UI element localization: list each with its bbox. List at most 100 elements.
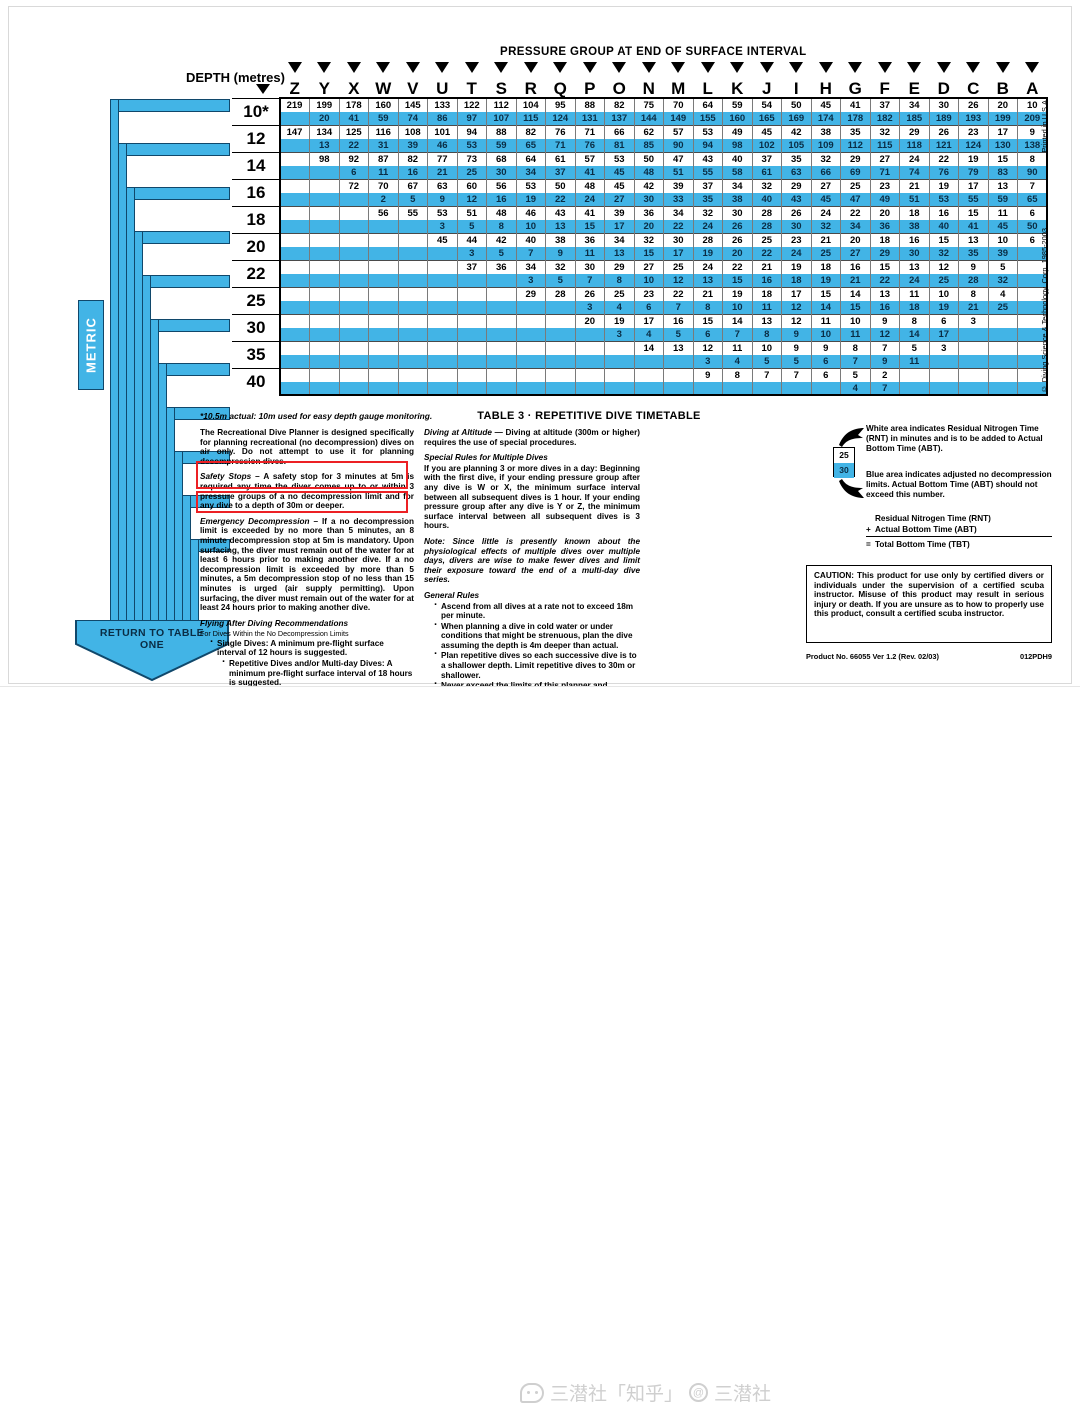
rnt-cell[interactable]: 56 [368,205,399,220]
rnt-cell[interactable] [398,313,428,328]
rnt-cell[interactable]: 14 [722,313,753,328]
rnt-cell[interactable]: 70 [368,178,399,193]
rnt-cell[interactable]: 10 [752,340,782,355]
rnt-cell[interactable]: 48 [486,205,517,220]
rnt-cell[interactable]: 42 [781,124,812,139]
depth-cell[interactable]: 16 [232,178,280,206]
abt-cell[interactable] [545,381,576,395]
rnt-cell[interactable]: 49 [722,124,753,139]
rnt-cell[interactable]: 32 [870,124,900,139]
rnt-cell[interactable]: 40 [722,151,753,166]
rnt-cell[interactable] [604,367,635,382]
abt-cell[interactable]: 32 [988,273,1018,287]
rnt-cell[interactable]: 145 [398,97,428,112]
rnt-cell[interactable]: 29 [840,151,871,166]
rnt-cell[interactable]: 36 [486,259,517,274]
rnt-cell[interactable]: 15 [693,313,723,328]
abt-cell[interactable]: 24 [693,219,723,233]
depth-cell[interactable]: 20 [232,232,280,260]
abt-cell[interactable]: 66 [811,165,841,179]
abt-cell[interactable]: 6 [811,354,841,368]
abt-cell[interactable]: 8 [604,273,635,287]
rnt-cell[interactable] [545,340,576,355]
rnt-cell[interactable]: 13 [752,313,782,328]
abt-cell[interactable] [368,273,399,287]
abt-cell[interactable]: 174 [811,111,841,125]
abt-cell[interactable] [368,246,399,260]
rnt-cell[interactable]: 53 [693,124,723,139]
rnt-cell[interactable]: 14 [840,286,871,301]
rnt-cell[interactable] [368,313,399,328]
rnt-cell[interactable]: 21 [811,232,841,247]
rnt-cell[interactable]: 20 [870,205,900,220]
rnt-cell[interactable] [516,313,546,328]
abt-cell[interactable] [368,381,399,395]
rnt-cell[interactable]: 42 [634,178,664,193]
abt-cell[interactable] [1017,327,1048,341]
abt-cell[interactable] [339,219,369,233]
depth-cell[interactable]: 25 [232,286,280,314]
rnt-cell[interactable]: 37 [693,178,723,193]
abt-cell[interactable] [398,327,428,341]
abt-cell[interactable] [280,165,310,179]
abt-cell[interactable] [929,381,959,395]
abt-cell[interactable]: 109 [811,138,841,152]
rnt-cell[interactable]: 35 [840,124,871,139]
abt-cell[interactable]: 8 [693,300,723,314]
abt-cell[interactable] [545,327,576,341]
rnt-cell[interactable]: 20 [840,232,871,247]
rnt-cell[interactable]: 68 [486,151,517,166]
abt-cell[interactable]: 17 [663,246,694,260]
rnt-cell[interactable]: 98 [309,151,340,166]
abt-cell[interactable]: 46 [427,138,458,152]
abt-cell[interactable]: 74 [899,165,930,179]
abt-cell[interactable] [899,381,930,395]
rnt-cell[interactable] [398,340,428,355]
abt-cell[interactable] [988,354,1018,368]
abt-cell[interactable]: 6 [693,327,723,341]
abt-cell[interactable]: 61 [752,165,782,179]
rnt-cell[interactable]: 45 [604,178,635,193]
abt-cell[interactable]: 48 [634,165,664,179]
abt-cell[interactable] [988,381,1018,395]
rnt-cell[interactable]: 13 [988,178,1018,193]
rnt-cell[interactable]: 34 [663,205,694,220]
pressure-group-H[interactable]: H [819,78,832,98]
abt-cell[interactable]: 11 [368,165,399,179]
abt-cell[interactable]: 182 [870,111,900,125]
abt-cell[interactable] [545,354,576,368]
abt-cell[interactable]: 10 [722,300,753,314]
abt-cell[interactable]: 118 [899,138,930,152]
abt-cell[interactable]: 59 [988,192,1018,206]
pressure-group-V[interactable]: V [407,78,419,98]
abt-cell[interactable] [427,246,458,260]
abt-cell[interactable]: 53 [929,192,959,206]
abt-cell[interactable]: 10 [811,327,841,341]
abt-cell[interactable]: 19 [516,192,546,206]
abt-cell[interactable]: 105 [781,138,812,152]
abt-cell[interactable]: 71 [870,165,900,179]
abt-cell[interactable]: 10 [516,219,546,233]
abt-cell[interactable]: 28 [958,273,989,287]
rnt-cell[interactable]: 6 [811,367,841,382]
pressure-group-E[interactable]: E [908,78,920,98]
rnt-cell[interactable]: 47 [663,151,694,166]
abt-cell[interactable]: 14 [899,327,930,341]
abt-cell[interactable]: 160 [722,111,753,125]
rnt-cell[interactable]: 32 [752,178,782,193]
rnt-cell[interactable] [339,313,369,328]
abt-cell[interactable]: 9 [545,246,576,260]
abt-cell[interactable]: 26 [722,219,753,233]
depth-cell[interactable]: 10* [232,97,280,125]
rnt-cell[interactable]: 147 [280,124,310,139]
rnt-cell[interactable] [988,313,1018,328]
rnt-cell[interactable] [368,286,399,301]
pressure-group-N[interactable]: N [642,78,655,98]
abt-cell[interactable]: 27 [604,192,635,206]
abt-cell[interactable]: 10 [634,273,664,287]
abt-cell[interactable] [516,354,546,368]
rnt-cell[interactable]: 87 [368,151,399,166]
abt-cell[interactable] [486,354,517,368]
abt-cell[interactable]: 131 [575,111,605,125]
abt-cell[interactable]: 71 [545,138,576,152]
